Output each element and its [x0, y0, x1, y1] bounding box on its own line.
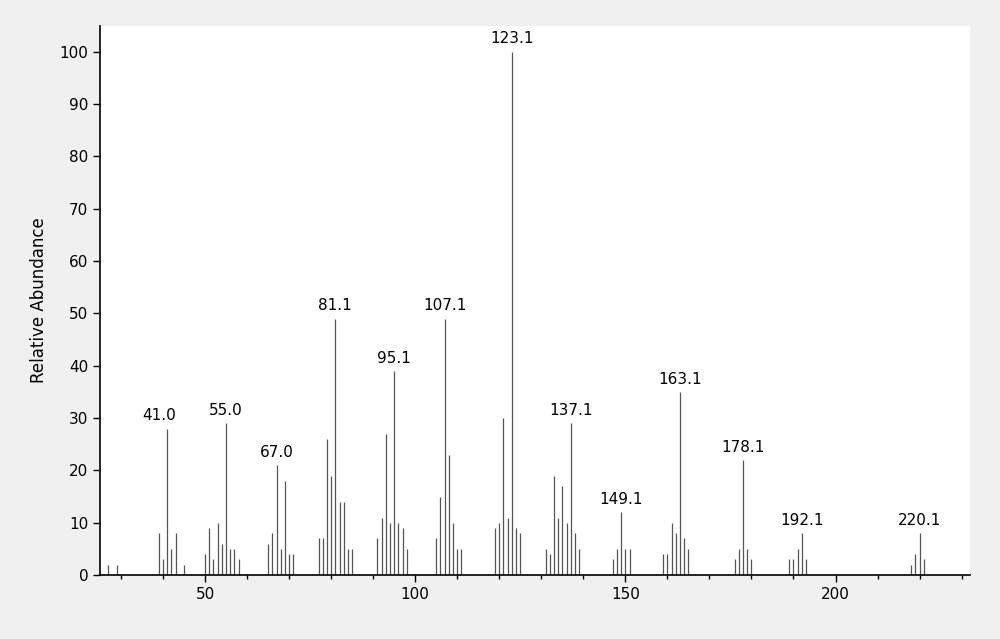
Text: 192.1: 192.1: [780, 513, 824, 528]
Text: 41.0: 41.0: [142, 408, 176, 423]
Text: 137.1: 137.1: [549, 403, 592, 418]
Text: 55.0: 55.0: [209, 403, 243, 418]
Text: 123.1: 123.1: [490, 31, 534, 47]
Text: 163.1: 163.1: [658, 372, 702, 387]
Text: 81.1: 81.1: [318, 298, 352, 313]
Text: 67.0: 67.0: [260, 445, 293, 460]
Text: 220.1: 220.1: [898, 513, 941, 528]
Text: 107.1: 107.1: [423, 298, 466, 313]
Text: 95.1: 95.1: [377, 351, 411, 366]
Text: 149.1: 149.1: [599, 492, 643, 507]
Y-axis label: Relative Abundance: Relative Abundance: [30, 217, 48, 383]
Text: 178.1: 178.1: [721, 440, 765, 455]
